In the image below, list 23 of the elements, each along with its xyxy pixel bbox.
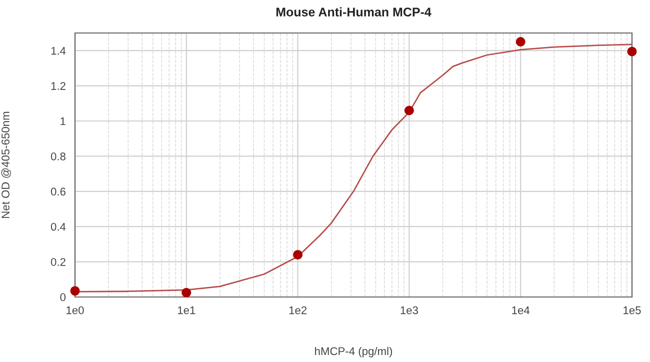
point <box>404 106 414 116</box>
y-tick-label: 0.4 <box>50 222 66 231</box>
y-tick-label: 1.4 <box>51 46 66 55</box>
x-tick-label: 1e3 <box>400 306 418 314</box>
y-tick-label: 0.8 <box>50 152 66 160</box>
point <box>182 288 192 298</box>
y-tick-label: 0.6 <box>50 188 66 196</box>
x-tick-label: 1e0 <box>66 306 84 314</box>
y-tick-label: 1.2 <box>51 82 66 90</box>
y-tick-label: 0.2 <box>50 258 66 266</box>
y-tick-label: 1 <box>60 117 66 126</box>
y-axis-title: Net OD @405-650nm <box>1 112 11 218</box>
x-tick-label: 1e5 <box>624 306 641 314</box>
chart-title: Mouse Anti-Human MCP-4 <box>276 7 432 16</box>
point <box>516 37 526 47</box>
x-tick-label: 1e1 <box>178 306 196 314</box>
x-tick-label: 1e4 <box>512 306 530 314</box>
x-axis-title: hMCP-4 (pg/ml) <box>315 346 392 358</box>
point <box>70 286 80 296</box>
y-tick-label: 0 <box>60 293 66 302</box>
point <box>627 46 637 56</box>
x-tick-label: 1e2 <box>289 306 307 314</box>
point <box>293 250 303 260</box>
